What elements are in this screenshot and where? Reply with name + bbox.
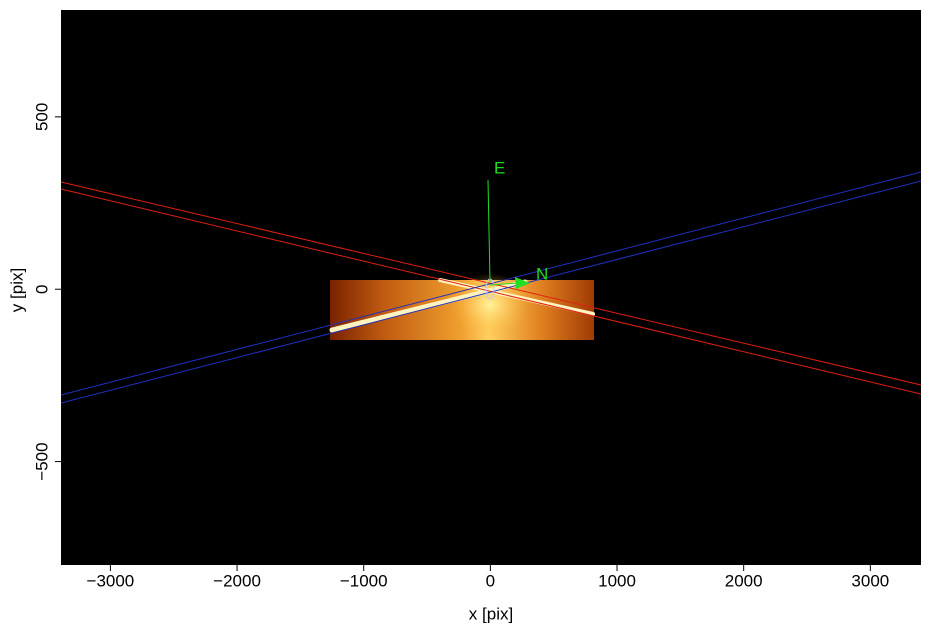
slit-edge <box>61 171 921 396</box>
annotation: E <box>494 158 505 177</box>
y-tick-label: 500 <box>32 103 51 131</box>
x-tick-label: 0 <box>486 571 495 590</box>
compass-arrow <box>515 277 530 289</box>
y-axis-label: y [pix] <box>7 268 26 312</box>
compass-e <box>487 179 491 283</box>
x-tick-label: −1000 <box>340 571 388 590</box>
x-tick-label: −3000 <box>87 571 135 590</box>
x-axis-label: x [pix] <box>469 604 513 623</box>
image-overlay <box>61 171 921 404</box>
x-tick-label: 3000 <box>851 571 889 590</box>
x-tick-label: 1000 <box>598 571 636 590</box>
y-tick-label: −500 <box>32 442 51 480</box>
compass-n <box>489 282 519 286</box>
x-tick-label: 2000 <box>725 571 763 590</box>
y-tick-label: 0 <box>32 284 51 293</box>
annotation: N <box>536 264 548 283</box>
x-tick-label: −2000 <box>213 571 261 590</box>
slit-edge <box>61 180 921 404</box>
